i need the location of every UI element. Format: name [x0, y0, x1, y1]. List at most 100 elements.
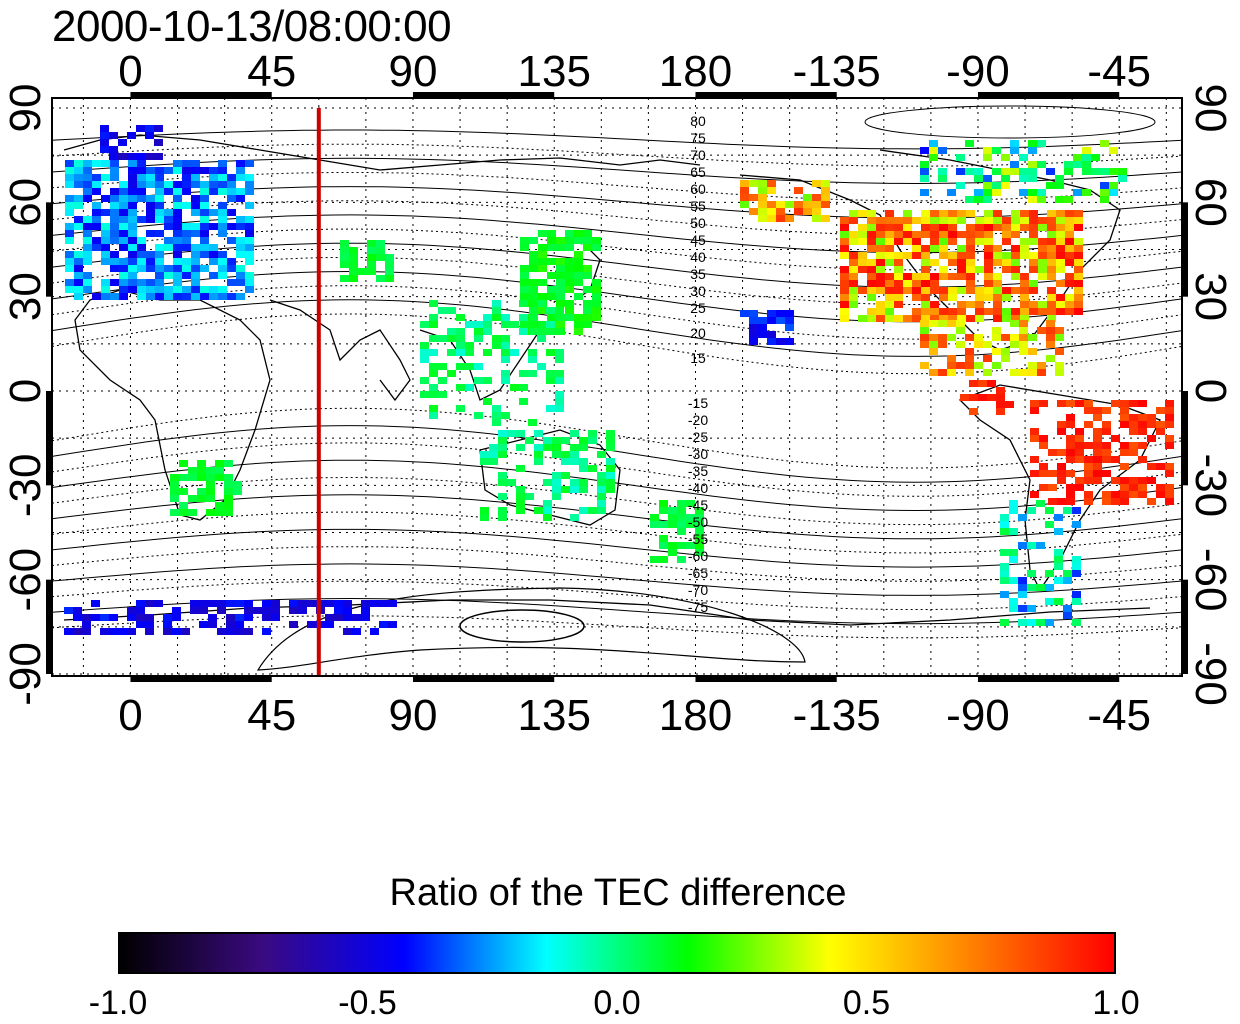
tec-data-cell	[119, 202, 128, 209]
tec-data-cell	[197, 460, 206, 467]
tec-data-cell	[1100, 168, 1109, 175]
contour-line	[51, 563, 1183, 596]
tec-data-cell	[1072, 619, 1081, 626]
tec-data-cell	[528, 356, 537, 363]
tec-data-cell	[858, 252, 867, 259]
tec-data-cell	[1093, 456, 1102, 463]
tec-data-cell	[543, 444, 552, 451]
tec-data-cell	[191, 251, 200, 258]
tec-data-cell	[1030, 400, 1039, 407]
tec-data-cell	[574, 321, 583, 328]
tec-data-cell	[1066, 421, 1075, 428]
tec-data-cell	[1029, 210, 1038, 217]
tec-data-cell	[173, 230, 182, 237]
tec-data-cell	[420, 321, 429, 328]
tec-data-cell	[921, 245, 930, 252]
tec-data-cell	[1046, 341, 1055, 348]
tec-data-cell	[1020, 294, 1029, 301]
colorbar-tick-label: -0.5	[338, 984, 397, 1022]
tec-data-cell	[1019, 327, 1028, 334]
tec-data-cell	[218, 223, 227, 230]
tec-data-cell	[271, 614, 280, 621]
tec-data-cell	[974, 334, 983, 341]
tec-data-cell	[984, 266, 993, 273]
tec-data-cell	[215, 467, 224, 474]
tec-data-cell	[529, 251, 538, 258]
tec-data-cell	[146, 167, 155, 174]
tec-data-cell	[200, 293, 209, 300]
tec-data-cell	[215, 474, 224, 481]
tec-data-cell	[137, 216, 146, 223]
tec-data-cell	[840, 273, 849, 280]
tec-data-cell	[119, 244, 128, 251]
tec-data-cell	[1066, 414, 1075, 421]
tec-data-cell	[849, 301, 858, 308]
tec-data-cell	[555, 398, 564, 405]
tec-data-cell	[1047, 308, 1056, 315]
tec-data-cell	[767, 201, 776, 208]
tec-data-cell	[361, 600, 370, 607]
tec-data-cell	[597, 486, 606, 493]
tec-data-cell	[885, 238, 894, 245]
tec-data-cell	[758, 208, 767, 215]
tec-data-cell	[938, 168, 947, 175]
tec-data-cell	[543, 507, 552, 514]
tec-data-cell	[361, 607, 370, 614]
tec-data-cell	[1118, 175, 1127, 182]
tec-data-cell	[767, 317, 776, 324]
tec-data-cell	[1011, 210, 1020, 217]
tec-data-cell	[83, 286, 92, 293]
tec-data-cell	[574, 272, 583, 279]
tec-data-cell	[1120, 477, 1129, 484]
tec-data-cell	[821, 201, 830, 208]
tec-data-cell	[224, 509, 233, 516]
tec-data-cell	[1156, 484, 1165, 491]
tec-data-cell	[1027, 605, 1036, 612]
tec-data-cell	[992, 327, 1001, 334]
tec-data-cell	[1018, 591, 1027, 598]
tec-data-cell	[1002, 294, 1011, 301]
tec-data-cell	[217, 600, 226, 607]
tec-data-cell	[1056, 231, 1065, 238]
tec-data-cell	[110, 223, 119, 230]
tec-data-cell	[1072, 591, 1081, 598]
tec-data-cell	[1011, 308, 1020, 315]
contour-line	[51, 313, 1183, 375]
tec-data-cell	[583, 314, 592, 321]
tec-data-cell	[1011, 259, 1020, 266]
tec-data-cell	[137, 237, 146, 244]
tec-data-cell	[74, 195, 83, 202]
tec-data-cell	[920, 175, 929, 182]
tec-data-cell	[1065, 217, 1074, 224]
tec-data-cell	[465, 321, 474, 328]
tec-data-cell	[885, 224, 894, 231]
tec-data-cell	[821, 180, 830, 187]
tec-data-cell	[164, 237, 173, 244]
tec-data-cell	[1010, 369, 1019, 376]
tec-data-cell	[1065, 252, 1074, 259]
tec-data-cell	[965, 196, 974, 203]
tec-data-cell	[858, 259, 867, 266]
tec-data-cell	[592, 279, 601, 286]
tec-data-cell	[885, 273, 894, 280]
tec-data-cell	[983, 182, 992, 189]
tec-data-cell	[1029, 308, 1038, 315]
tec-data-cell	[519, 328, 528, 335]
tec-data-cell	[110, 265, 119, 272]
tec-data-cell	[137, 167, 146, 174]
tec-data-cell	[173, 202, 182, 209]
tec-data-cell	[534, 430, 543, 437]
tec-data-cell	[218, 167, 227, 174]
tec-data-cell	[546, 349, 555, 356]
tec-data-cell	[349, 261, 358, 268]
tec-data-cell	[146, 209, 155, 216]
tec-data-cell	[209, 181, 218, 188]
tec-data-cell	[1100, 140, 1109, 147]
tec-data-cell	[912, 315, 921, 322]
contour-label: -60	[688, 548, 708, 564]
tec-data-cell	[83, 167, 92, 174]
tec-data-cell	[109, 153, 118, 160]
tec-data-cell	[1093, 477, 1102, 484]
tec-data-cell	[947, 334, 956, 341]
tec-data-cell	[1036, 619, 1045, 626]
